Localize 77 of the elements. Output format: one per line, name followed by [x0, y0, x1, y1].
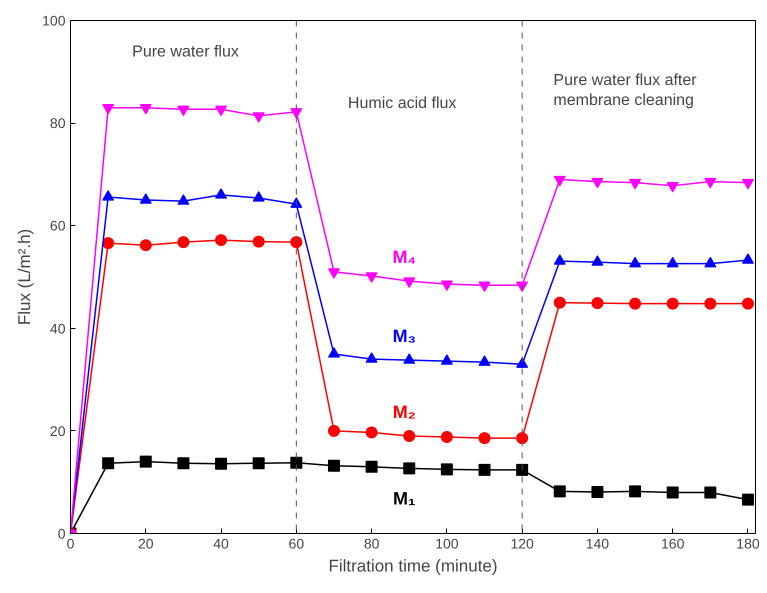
- annotation: Humic acid flux: [348, 94, 456, 112]
- point: [554, 176, 566, 186]
- point: [215, 234, 228, 246]
- annotation: Pure water flux after membrane cleaning: [553, 72, 698, 110]
- point: [366, 460, 378, 473]
- point: [366, 272, 378, 283]
- y-axis-title: Flux (L/m².h): [15, 228, 34, 326]
- y-tick-label: 80: [50, 115, 66, 132]
- point: [629, 298, 642, 310]
- point: [554, 485, 566, 498]
- point: [666, 298, 679, 310]
- point: [591, 297, 604, 310]
- point: [591, 178, 604, 188]
- x-tick-label: 60: [288, 536, 304, 552]
- x-tick-label: 100: [435, 536, 459, 552]
- series-label: M₂: [392, 402, 416, 422]
- y-tick-label: 60: [50, 218, 66, 234]
- point: [290, 456, 302, 469]
- point: [177, 457, 190, 470]
- x-tick-label: 20: [138, 536, 154, 552]
- point: [140, 456, 152, 468]
- point: [742, 178, 754, 190]
- point: [704, 486, 716, 498]
- x-tick-label: 160: [661, 536, 685, 552]
- point: [704, 178, 716, 188]
- point: [215, 458, 228, 470]
- y-tick-label: 0: [58, 526, 66, 542]
- point: [742, 494, 754, 506]
- point: [102, 104, 114, 115]
- x-tick-label: 40: [213, 536, 230, 552]
- annotation: Pure water flux: [132, 44, 239, 61]
- point: [177, 106, 190, 116]
- point: [328, 424, 340, 437]
- point: [403, 430, 416, 442]
- y-tick-label: 40: [50, 320, 66, 336]
- point: [290, 108, 302, 119]
- series-label: M₄: [392, 247, 416, 268]
- x-tick-label: 120: [510, 536, 534, 552]
- point: [440, 280, 453, 292]
- x-tick-label: 80: [364, 536, 380, 552]
- point: [629, 485, 642, 498]
- x-tick-label: 140: [586, 536, 610, 552]
- point: [403, 462, 416, 474]
- point: [252, 112, 265, 123]
- point: [290, 236, 302, 248]
- point: [666, 182, 679, 193]
- point: [102, 237, 114, 250]
- point: [140, 239, 152, 252]
- point: [478, 282, 491, 292]
- point: [440, 431, 453, 444]
- point: [252, 457, 265, 470]
- point: [177, 236, 190, 248]
- point: [366, 426, 378, 438]
- point: [666, 486, 679, 498]
- x-tick-label: 180: [736, 536, 760, 552]
- point: [478, 464, 491, 476]
- point: [478, 432, 491, 444]
- point: [591, 486, 604, 498]
- y-tick-label: 100: [42, 12, 66, 28]
- point: [704, 298, 716, 310]
- point: [328, 460, 340, 472]
- point: [516, 432, 528, 444]
- point: [102, 457, 114, 470]
- y-tick-label: 20: [50, 422, 66, 439]
- series-label: M₁: [393, 488, 416, 508]
- series-label: M₃: [392, 326, 416, 346]
- point: [629, 178, 642, 190]
- point: [516, 464, 528, 476]
- point: [440, 463, 453, 476]
- point: [252, 236, 265, 248]
- point: [215, 106, 228, 116]
- point: [554, 296, 566, 309]
- point: [140, 104, 152, 115]
- point: [328, 268, 340, 279]
- point: [742, 298, 754, 310]
- point: [403, 277, 416, 288]
- x-axis-title: Filtration time (minute): [328, 556, 498, 576]
